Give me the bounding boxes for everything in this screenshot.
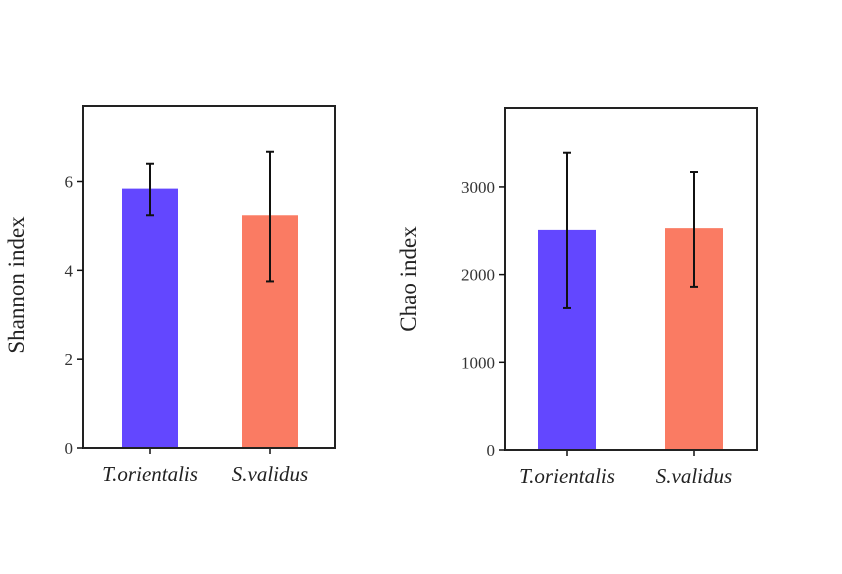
y-tick-label: 0	[65, 439, 74, 458]
chart-1: T.orientalis S.validus 0 2 4 6 Shannon index	[4, 105, 336, 486]
x-tick-label: S.validus	[232, 462, 308, 486]
y-tick-label: 0	[487, 441, 496, 460]
plot-frame	[82, 105, 336, 449]
y-tick-label: 2000	[461, 266, 495, 285]
y-tick-label: 3000	[461, 178, 495, 197]
x-tick-label: T.orientalis	[102, 462, 198, 486]
y-axis-label: Chao index	[396, 226, 421, 332]
y-tick-label: 2	[65, 350, 74, 369]
x-tick-label: T.orientalis	[519, 464, 615, 488]
y-tick-label: 6	[65, 173, 74, 192]
y-tick-label: 4	[65, 261, 74, 280]
x-tick-label: S.validus	[656, 464, 732, 488]
y-axis-label: Shannon index	[4, 216, 29, 354]
y-tick-label: 1000	[461, 353, 495, 372]
plot-frame	[504, 107, 758, 451]
chart-2: T.orientalis S.validus 0 1000 2000 3000 Chao i…	[396, 107, 758, 488]
bar-torientalis	[122, 188, 178, 449]
